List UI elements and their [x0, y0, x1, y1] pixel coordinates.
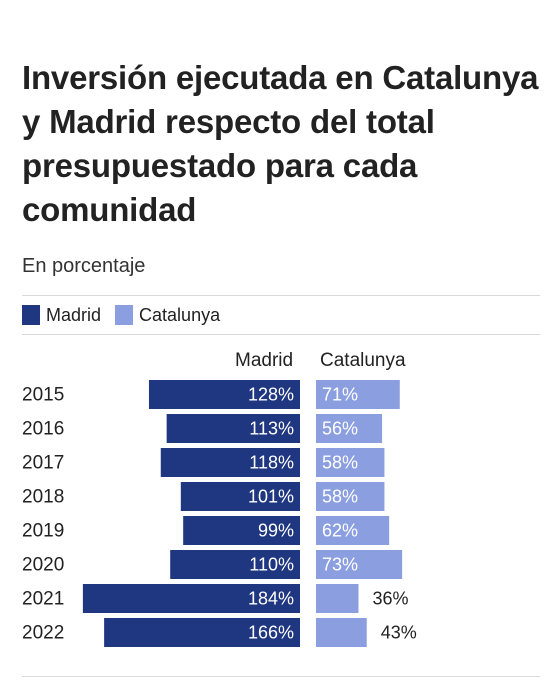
legend-item-catalunya: Catalunya — [115, 305, 220, 326]
bar-madrid-2016 — [166, 414, 300, 443]
chart-subtitle: En porcentaje — [22, 255, 146, 277]
value-label-madrid-2020: 110% — [249, 555, 294, 575]
bar-catalunya-2021 — [316, 584, 359, 613]
value-label-catalunya-2015: 71% — [322, 385, 358, 405]
bar-catalunya-2022 — [316, 618, 367, 647]
legend: Madrid Catalunya — [22, 304, 234, 326]
bar-catalunya-2015 — [316, 380, 400, 409]
legend-swatch-madrid — [22, 305, 40, 325]
year-label-2018: 2018 — [22, 487, 64, 508]
chart-title: Inversión ejecutada en Catalunya y Madri… — [22, 59, 539, 228]
value-label-madrid-2017: 118% — [249, 453, 294, 473]
bar-madrid-2019 — [183, 516, 300, 545]
value-label-madrid-2019: 99% — [258, 521, 294, 541]
bar-catalunya-2016 — [316, 414, 383, 443]
year-label-2021: 2021 — [22, 589, 64, 610]
bar-madrid-2015 — [148, 380, 300, 409]
value-label-madrid-2022: 166% — [248, 623, 294, 643]
value-label-catalunya-2016: 56% — [322, 419, 358, 439]
bar-catalunya-2018 — [316, 482, 385, 511]
bar-madrid-2017 — [160, 448, 300, 477]
value-label-catalunya-2018: 58% — [322, 487, 358, 507]
bar-madrid-2020 — [170, 550, 300, 579]
year-label-2022: 2022 — [22, 623, 64, 644]
value-label-catalunya-2020: 73% — [322, 555, 358, 575]
bar-madrid-2018 — [180, 482, 300, 511]
value-label-catalunya-2019: 62% — [322, 521, 358, 541]
year-label-2016: 2016 — [22, 419, 64, 440]
value-label-madrid-2021: 184% — [248, 589, 294, 609]
bar-catalunya-2019 — [316, 516, 390, 545]
legend-swatch-catalunya — [115, 305, 134, 325]
bottom-divider — [22, 676, 540, 677]
bar-madrid-2021 — [82, 584, 300, 613]
bar-catalunya-2020 — [316, 550, 403, 579]
bar-madrid-2022 — [104, 618, 301, 647]
year-label-2020: 2020 — [22, 555, 64, 576]
legend-label-catalunya: Catalunya — [139, 304, 221, 325]
value-label-madrid-2016: 113% — [249, 419, 294, 439]
value-label-madrid-2015: 128% — [248, 385, 294, 405]
value-label-catalunya-2017: 58% — [322, 453, 358, 473]
year-label-2017: 2017 — [22, 453, 64, 474]
value-label-madrid-2018: 101% — [248, 487, 294, 507]
column-header-madrid: Madrid — [235, 350, 294, 371]
legend-divider — [22, 334, 540, 335]
value-label-catalunya-2021: 36% — [372, 589, 408, 609]
year-label-2019: 2019 — [22, 521, 64, 542]
value-label-catalunya-2022: 43% — [381, 623, 417, 643]
top-divider — [22, 295, 540, 296]
legend-label-madrid: Madrid — [46, 304, 102, 325]
legend-item-madrid: Madrid — [22, 305, 101, 326]
bar-catalunya-2017 — [316, 448, 385, 477]
year-label-2015: 2015 — [22, 385, 64, 406]
column-header-catalunya: Catalunya — [320, 350, 406, 371]
